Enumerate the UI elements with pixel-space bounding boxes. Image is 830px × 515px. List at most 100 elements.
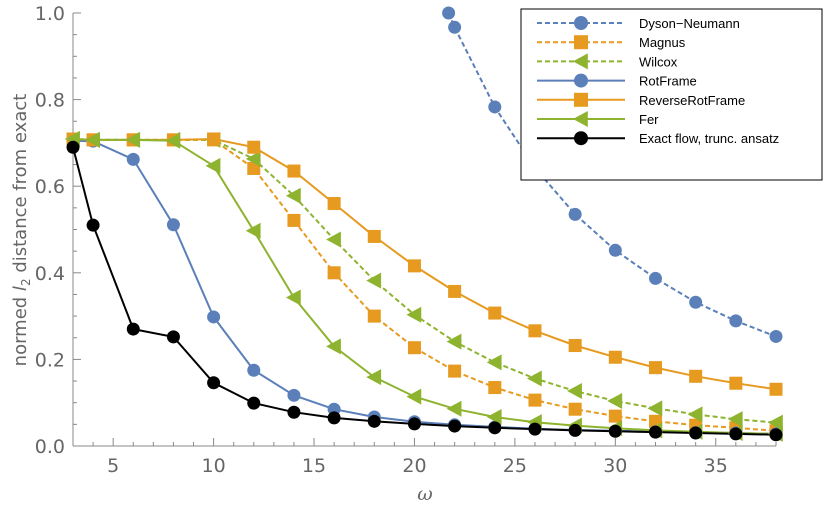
data-point-reverserotframe xyxy=(648,361,662,375)
data-point-wilcox xyxy=(446,333,462,350)
axes: 5 10 15 20 25 30 35 0.0 0.2 0.4 0.6 0.8 1.0 xyxy=(35,3,777,477)
y-tick-label: 1.0 xyxy=(35,3,65,25)
data-point-exact-flow-trunc-ansatz xyxy=(126,322,140,336)
data-point-magnus xyxy=(287,213,301,227)
data-point-reverserotframe xyxy=(568,339,582,353)
data-point-wilcox xyxy=(727,411,743,428)
x-tick-label: 20 xyxy=(402,455,426,477)
data-point-magnus xyxy=(488,381,502,395)
data-point-rotframe xyxy=(207,310,221,324)
data-point-dyson-neumann xyxy=(568,207,582,221)
legend-marker-reverserotframe xyxy=(574,92,588,107)
legend-marker-exact-flow-trunc-ansatz xyxy=(574,131,588,146)
series-line-magnus xyxy=(72,138,777,432)
data-point-fer xyxy=(125,131,141,148)
data-point-rotframe xyxy=(126,152,140,166)
x-tick-label: 30 xyxy=(603,455,627,477)
data-point-dyson-neumann xyxy=(488,100,502,114)
data-point-dyson-neumann xyxy=(608,243,622,257)
plot-area: 5 10 15 20 25 30 35 0.0 0.2 0.4 0.6 0.8 1.0 xyxy=(35,3,783,477)
data-point-exact-flow-trunc-ansatz xyxy=(448,419,462,433)
data-point-fer xyxy=(446,400,462,417)
data-point-reverserotframe xyxy=(769,382,783,396)
data-point-wilcox xyxy=(567,383,582,400)
data-point-wilcox xyxy=(366,272,382,289)
data-point-wilcox xyxy=(245,150,261,167)
data-point-fer xyxy=(285,289,301,306)
legend-marker-fer xyxy=(573,111,588,127)
data-point-reverserotframe xyxy=(689,369,703,383)
data-point-magnus xyxy=(367,309,381,323)
data-point-magnus xyxy=(568,402,582,416)
data-point-reverserotframe xyxy=(287,164,301,178)
legend-marker-wilcox xyxy=(573,53,588,70)
data-point-fer xyxy=(245,222,261,239)
data-point-fer xyxy=(85,131,100,148)
y-tick-label: 0.8 xyxy=(35,90,65,112)
legend-label-exact-flow-trunc-ansatz: Exact flow, trunc. ansatz xyxy=(639,131,779,146)
data-point-fer xyxy=(165,132,181,149)
data-point-fer xyxy=(486,408,502,425)
x-tick-label: 10 xyxy=(202,455,226,477)
y-axis-title: normed l2 distance from exact xyxy=(10,94,33,367)
data-point-reverserotframe xyxy=(367,229,381,243)
legend-marker-rotframe xyxy=(574,73,588,88)
data-point-wilcox xyxy=(647,400,663,417)
data-point-reverserotframe xyxy=(247,140,261,154)
series-line-fer xyxy=(72,138,777,435)
data-point-exact-flow-trunc-ansatz xyxy=(247,396,261,410)
data-point-magnus xyxy=(407,341,421,355)
data-point-reverserotframe xyxy=(488,306,502,320)
data-point-dyson-neumann xyxy=(689,295,703,309)
series-line-dyson-neumann xyxy=(447,12,777,338)
data-point-exact-flow-trunc-ansatz xyxy=(86,218,100,232)
data-point-exact-flow-trunc-ansatz xyxy=(488,421,502,435)
series-markers xyxy=(65,6,783,442)
legend-label-rotframe: RotFrame xyxy=(639,74,697,89)
data-point-reverserotframe xyxy=(327,197,341,211)
data-point-magnus xyxy=(608,409,622,423)
data-point-reverserotframe xyxy=(407,259,421,273)
data-point-rotframe xyxy=(247,363,261,377)
y-tick-label: 0.2 xyxy=(35,349,65,371)
data-point-wilcox xyxy=(406,306,422,323)
data-point-exact-flow-trunc-ansatz xyxy=(287,405,301,419)
data-point-rotframe xyxy=(166,218,180,232)
data-point-exact-flow-trunc-ansatz xyxy=(568,423,582,437)
data-point-exact-flow-trunc-ansatz xyxy=(367,414,381,428)
series-line-rotframe xyxy=(72,139,777,435)
x-axis-title: ω xyxy=(417,483,433,505)
y-tick-label: 0.0 xyxy=(35,436,65,458)
data-point-fer xyxy=(366,369,382,386)
data-point-fer xyxy=(205,157,221,174)
data-point-exact-flow-trunc-ansatz xyxy=(689,426,703,440)
data-point-exact-flow-trunc-ansatz xyxy=(608,424,622,438)
data-point-magnus xyxy=(327,266,341,280)
data-point-reverserotframe xyxy=(207,132,221,146)
legend-marker-dyson-neumann xyxy=(574,16,588,30)
data-point-exact-flow-trunc-ansatz xyxy=(729,427,743,441)
data-point-magnus xyxy=(528,393,542,407)
data-point-wilcox xyxy=(326,231,341,248)
legend: Dyson−Neumann Magnus Wilcox RotFrame Reverse… xyxy=(520,8,823,181)
x-tick-label: 5 xyxy=(107,455,119,477)
x-tick-label: 15 xyxy=(302,455,326,477)
data-point-fer xyxy=(406,388,422,405)
legend-marker-magnus xyxy=(574,35,588,50)
data-point-fer xyxy=(326,338,341,355)
x-tick-label: 35 xyxy=(704,455,728,477)
data-point-dyson-neumann xyxy=(729,314,743,328)
data-point-reverserotframe xyxy=(528,324,542,338)
data-point-reverserotframe xyxy=(448,284,462,298)
y-tick-label: 0.4 xyxy=(35,263,65,285)
data-point-wilcox xyxy=(607,392,623,409)
data-point-dyson-neumann xyxy=(769,329,783,343)
data-point-wilcox xyxy=(486,354,502,371)
x-tick-label: 25 xyxy=(503,455,527,477)
data-point-exact-flow-trunc-ansatz xyxy=(327,411,341,425)
data-point-exact-flow-trunc-ansatz xyxy=(769,428,783,442)
y-tick-label: 0.6 xyxy=(35,176,65,198)
data-point-dyson-neumann xyxy=(648,271,662,285)
data-point-reverserotframe xyxy=(729,376,743,390)
